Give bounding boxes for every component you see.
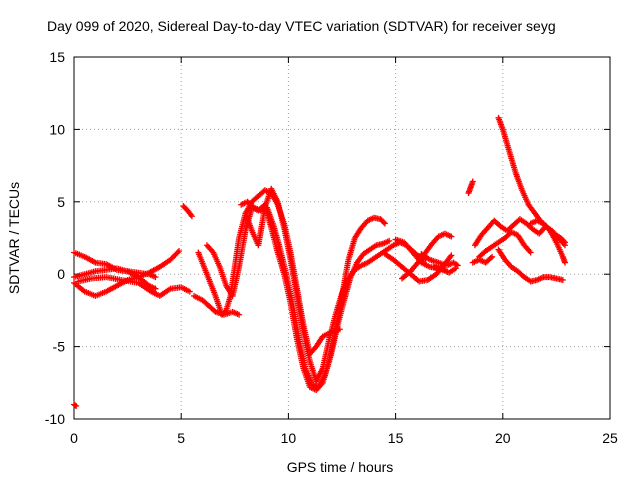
x-tick-label: 0 xyxy=(70,430,78,446)
x-tick-label: 20 xyxy=(495,430,511,446)
data-point xyxy=(559,276,566,283)
data-point xyxy=(72,402,79,409)
data-point xyxy=(176,248,183,255)
x-tick-label: 15 xyxy=(388,430,404,446)
data-point xyxy=(380,219,387,226)
data-point xyxy=(236,311,243,318)
data-points xyxy=(71,114,568,409)
data-point xyxy=(211,307,218,314)
data-point xyxy=(561,259,568,266)
data-point xyxy=(174,249,181,256)
y-axis-label: SDTVAR / TECUs xyxy=(6,182,22,294)
grid xyxy=(74,57,610,419)
data-point xyxy=(452,265,459,272)
x-tick-label: 25 xyxy=(602,430,618,446)
y-tick-label: -10 xyxy=(45,411,65,427)
data-point xyxy=(448,233,455,240)
data-point xyxy=(561,242,568,249)
data-point xyxy=(489,253,496,260)
data-point xyxy=(386,237,393,244)
y-tick-label: 5 xyxy=(57,194,65,210)
y-tick-label: 15 xyxy=(49,49,65,65)
data-point xyxy=(469,178,476,185)
y-tick-label: -5 xyxy=(53,339,66,355)
axis-ticks: 0 5 10 15 20 25 -10 -5 0 5 10 15 xyxy=(45,49,618,446)
x-tick-label: 10 xyxy=(281,430,297,446)
data-point xyxy=(448,252,455,259)
data-point xyxy=(527,249,534,256)
y-tick-label: 10 xyxy=(49,121,65,137)
data-point xyxy=(188,213,195,220)
data-point xyxy=(152,274,159,281)
x-tick-label: 5 xyxy=(177,430,185,446)
data-point xyxy=(487,254,494,261)
data-point xyxy=(186,288,193,295)
data-point xyxy=(73,402,80,409)
y-tick-label: 0 xyxy=(57,266,65,282)
data-point xyxy=(381,220,388,227)
data-point xyxy=(152,285,159,292)
x-axis-label: GPS time / hours xyxy=(287,459,394,475)
plot-frame xyxy=(73,56,611,420)
